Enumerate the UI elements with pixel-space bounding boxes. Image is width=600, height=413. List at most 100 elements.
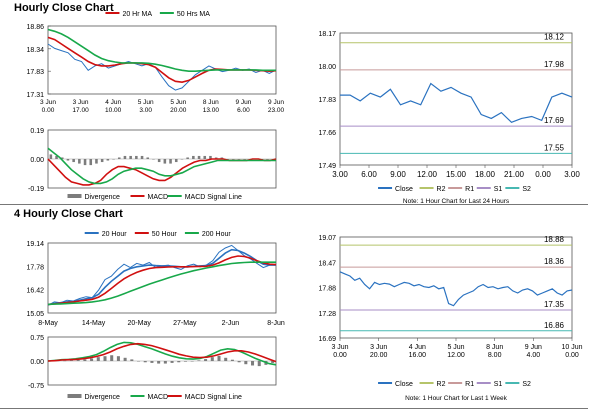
hourly-pivot-chart-frame bbox=[339, 32, 573, 166]
weekly-pivot-chart-legend-label: S2 bbox=[522, 381, 531, 388]
weekly-pivot-chart-xtick: 3 Jun bbox=[370, 344, 387, 351]
four-hourly-macd-chart-divergence-bar bbox=[69, 360, 73, 361]
four-hourly-macd-chart-divergence-bar bbox=[137, 361, 141, 362]
four-hourly-macd-chart-divergence-bar bbox=[204, 359, 208, 361]
hourly-macd-chart-divergence-bar bbox=[140, 155, 144, 159]
four-hourly-macd-chart-ytick: 0.00 bbox=[30, 359, 44, 366]
hourly-price-ytick: 18.86 bbox=[26, 24, 44, 31]
four-hourly-macd-chart-legend-label: MACD bbox=[148, 394, 169, 401]
weekly-pivot-chart-level-label: 18.88 bbox=[544, 235, 565, 244]
four-hourly-xtick: 8-Jun bbox=[267, 320, 285, 327]
four-hourly-macd-chart-divergence-bar bbox=[224, 357, 228, 361]
four-hourly-macd-chart-divergence-bar bbox=[163, 361, 167, 364]
bottom-divider bbox=[0, 408, 588, 409]
hourly-chart-title: Hourly Close Chart bbox=[14, 2, 114, 14]
weekly-pivot-chart-xtick: 5 Jun bbox=[447, 344, 464, 351]
hourly-price-xtick: 8 Jun bbox=[203, 99, 219, 106]
four-hourly-xtick: 20-May bbox=[128, 320, 152, 327]
four-hourly-series-line bbox=[47, 248, 276, 306]
four-hourly-legend-label: 200 Hour bbox=[202, 231, 231, 238]
hourly-price-xtick: 13.00 bbox=[203, 107, 220, 114]
hourly-pivot-chart-close-line bbox=[340, 82, 573, 123]
hourly-macd-chart-divergence-bar bbox=[237, 159, 241, 160]
hourly-macd-chart-divergence-bar bbox=[117, 157, 121, 159]
hourly-price-xtick: 3 Jun bbox=[40, 99, 56, 106]
weekly-pivot-chart-frame bbox=[339, 236, 573, 339]
four-hourly-macd-chart-divergence-bar bbox=[123, 357, 127, 361]
hourly-macd-chart-divergence-bar bbox=[243, 159, 246, 160]
hourly-pivot-chart-ytick: 17.49 bbox=[318, 163, 336, 170]
hourly-price-xtick: 5 Jun bbox=[138, 99, 154, 106]
weekly-pivot-chart-xtick: 8 Jun bbox=[486, 344, 503, 351]
four-hourly-macd-chart-divergence-bar bbox=[63, 360, 67, 362]
four-hourly-macd-chart-series-line bbox=[47, 342, 277, 363]
hourly-macd-chart-divergence-bar bbox=[266, 159, 269, 160]
weekly-pivot-chart-legend-label: Close bbox=[395, 381, 413, 388]
weekly-pivot-chart-xtick: 0.00 bbox=[565, 352, 579, 359]
hourly-price-xtick: 3.00 bbox=[139, 107, 152, 114]
hourly-macd-chart-divergence-bar bbox=[180, 159, 184, 160]
four-hourly-macd-chart-ytick: 0.75 bbox=[30, 335, 44, 342]
hourly-pivot-chart-xtick: 3.00 bbox=[564, 170, 580, 179]
hourly-macd-chart-divergence-bar bbox=[89, 159, 93, 166]
hourly-pivot-chart-note: Note: 1 Hour Chart for Last 24 Hours bbox=[403, 198, 510, 205]
weekly-pivot-chart-note: Note: 1 Hour Chart for Last 1 Week bbox=[405, 395, 508, 402]
weekly-pivot-chart-xtick: 8.00 bbox=[488, 352, 502, 359]
hourly-macd-chart-ytick: 0.19 bbox=[30, 128, 44, 135]
weekly-pivot-chart-ytick: 19.07 bbox=[318, 235, 336, 242]
weekly-pivot-chart-ytick: 16.69 bbox=[318, 336, 336, 343]
weekly-pivot-chart-level-label: 16.86 bbox=[544, 321, 565, 330]
four-hourly-macd-chart-series-line bbox=[47, 341, 277, 366]
four-hourly-macd-chart-divergence-bar bbox=[237, 361, 241, 363]
hourly-macd-chart-series-line bbox=[47, 147, 276, 185]
weekly-pivot-chart-legend-label: R2 bbox=[437, 381, 446, 388]
four-hourly-macd-chart-divergence-bar bbox=[143, 361, 147, 363]
four-hourly-macd-chart-divergence-bar bbox=[90, 358, 94, 361]
hourly-price-series-line bbox=[47, 36, 277, 84]
four-hourly-macd-chart-divergence-bar bbox=[177, 361, 181, 363]
hourly-price-xtick: 23.00 bbox=[268, 107, 285, 114]
four-hourly-macd-chart-divergence-bar bbox=[197, 360, 201, 361]
weekly-pivot-chart-legend-label: R1 bbox=[465, 381, 474, 388]
hourly-pivot-chart-xtick: 15.00 bbox=[446, 170, 467, 179]
hourly-pivot-chart-ytick: 18.17 bbox=[318, 31, 336, 38]
hourly-price-xtick: 5 Jun bbox=[170, 99, 186, 106]
hourly-pivot-chart-xtick: 9.00 bbox=[390, 170, 406, 179]
four-hourly-macd-chart-legend-swatch bbox=[67, 394, 82, 398]
four-hourly-macd-chart-divergence-bar bbox=[251, 361, 255, 366]
hourly-pivot-chart-legend-label: S2 bbox=[522, 186, 531, 193]
hourly-macd-chart-divergence-bar bbox=[106, 159, 110, 161]
four-hourly-macd-chart-legend-label: Divergence bbox=[85, 394, 121, 401]
hourly-macd-chart-ytick: -0.19 bbox=[28, 186, 44, 193]
hourly-macd-chart-divergence-bar bbox=[60, 157, 64, 159]
hourly-price-ytick: 17.31 bbox=[26, 92, 44, 99]
hourly-macd-chart-divergence-bar bbox=[203, 155, 207, 159]
hourly-macd-chart-divergence-bar bbox=[186, 157, 189, 159]
hourly-pivot-chart-xtick: 12.00 bbox=[417, 170, 438, 179]
hourly-pivot-chart-level-label: 18.12 bbox=[544, 33, 565, 42]
hourly-pivot-chart-xtick: 21.00 bbox=[504, 170, 525, 179]
hourly-price-ytick: 17.83 bbox=[26, 69, 44, 76]
four-hourly-price-chart-frame bbox=[47, 242, 277, 314]
hourly-price-xtick: 3 Jun bbox=[73, 99, 89, 106]
hourly-macd-chart-ytick: 0.00 bbox=[30, 157, 44, 164]
four-hourly-macd-chart-divergence-bar bbox=[257, 361, 261, 367]
four-hourly-price-ytick: 19.14 bbox=[26, 241, 44, 248]
four-hourly-macd-chart-divergence-bar bbox=[116, 356, 120, 361]
hourly-macd-chart-divergence-bar bbox=[231, 159, 235, 160]
four-hourly-xtick: 8-May bbox=[38, 320, 58, 327]
hourly-pivot-chart-level-label: 17.69 bbox=[544, 116, 565, 125]
hourly-price-xtick: 17.00 bbox=[72, 107, 89, 114]
hourly-pivot-chart-legend-label: S1 bbox=[494, 186, 503, 193]
weekly-pivot-chart-xtick: 3 Jun bbox=[331, 344, 348, 351]
hourly-macd-chart-legend-label: MACD bbox=[148, 194, 169, 201]
four-hourly-series-line bbox=[47, 255, 277, 306]
hourly-price-series-line bbox=[47, 43, 277, 91]
hourly-price-chart-frame bbox=[47, 25, 277, 95]
hourly-pivot-chart-xtick: 18.00 bbox=[475, 170, 496, 179]
hourly-macd-chart-divergence-bar bbox=[49, 154, 53, 159]
section-divider bbox=[0, 204, 588, 205]
four-hourly-macd-chart-divergence-bar bbox=[170, 361, 174, 363]
hourly-macd-chart-divergence-bar bbox=[112, 159, 115, 160]
